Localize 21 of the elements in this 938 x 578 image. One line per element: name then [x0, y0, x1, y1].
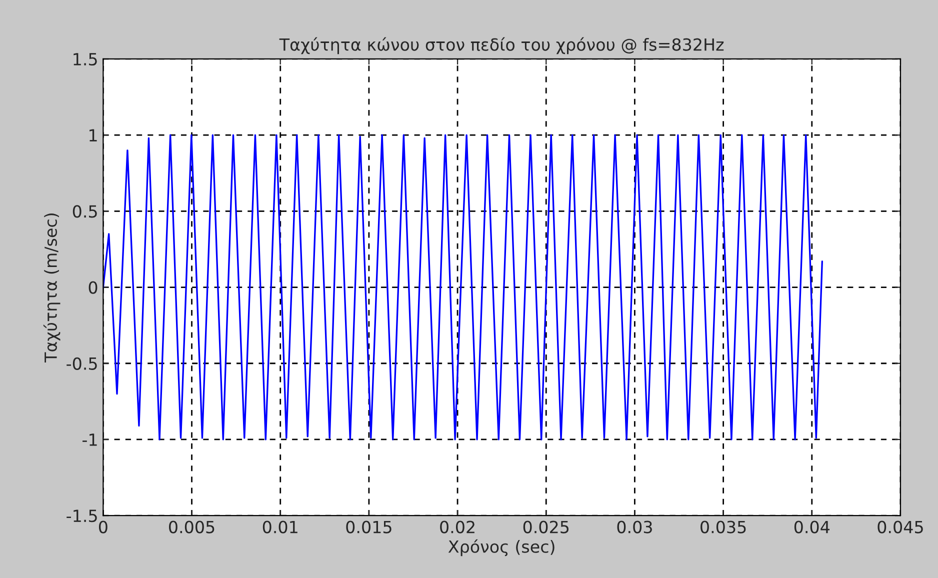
y-tick-label: 0.5 [72, 205, 97, 218]
x-tick-label: 0.035 [700, 520, 746, 534]
x-axis-title: Χρόνος (sec) [448, 539, 554, 556]
chart-title: Ταχύτητα κώνου στον πεδίο του χρόνου @ fs=832Hz [279, 37, 724, 54]
x-tick-label: 0.02 [440, 520, 474, 534]
x-tick-label: 0.005 [169, 520, 214, 534]
y-tick-label: 0 [88, 281, 98, 294]
x-tick-label: 0 [98, 520, 108, 534]
x-tick-label: 0.03 [617, 520, 652, 534]
line-series [103, 134, 823, 440]
x-tick-label: 0.015 [346, 520, 392, 534]
x-tick-label: 0.045 [878, 520, 923, 534]
y-tick-label: -0.5 [66, 357, 97, 370]
y-tick-label: -1.5 [66, 510, 97, 522]
y-tick-label: 1.5 [74, 53, 97, 66]
x-tick-label: 0.01 [262, 520, 298, 534]
y-tick-label: -1 [82, 434, 97, 446]
y-tick-label: 1 [90, 129, 97, 142]
x-tick-label: 0.04 [794, 520, 830, 534]
x-tick-label: 0.025 [523, 520, 569, 534]
y-axis-title: Ταχύτητα (m/sec) [43, 214, 60, 362]
